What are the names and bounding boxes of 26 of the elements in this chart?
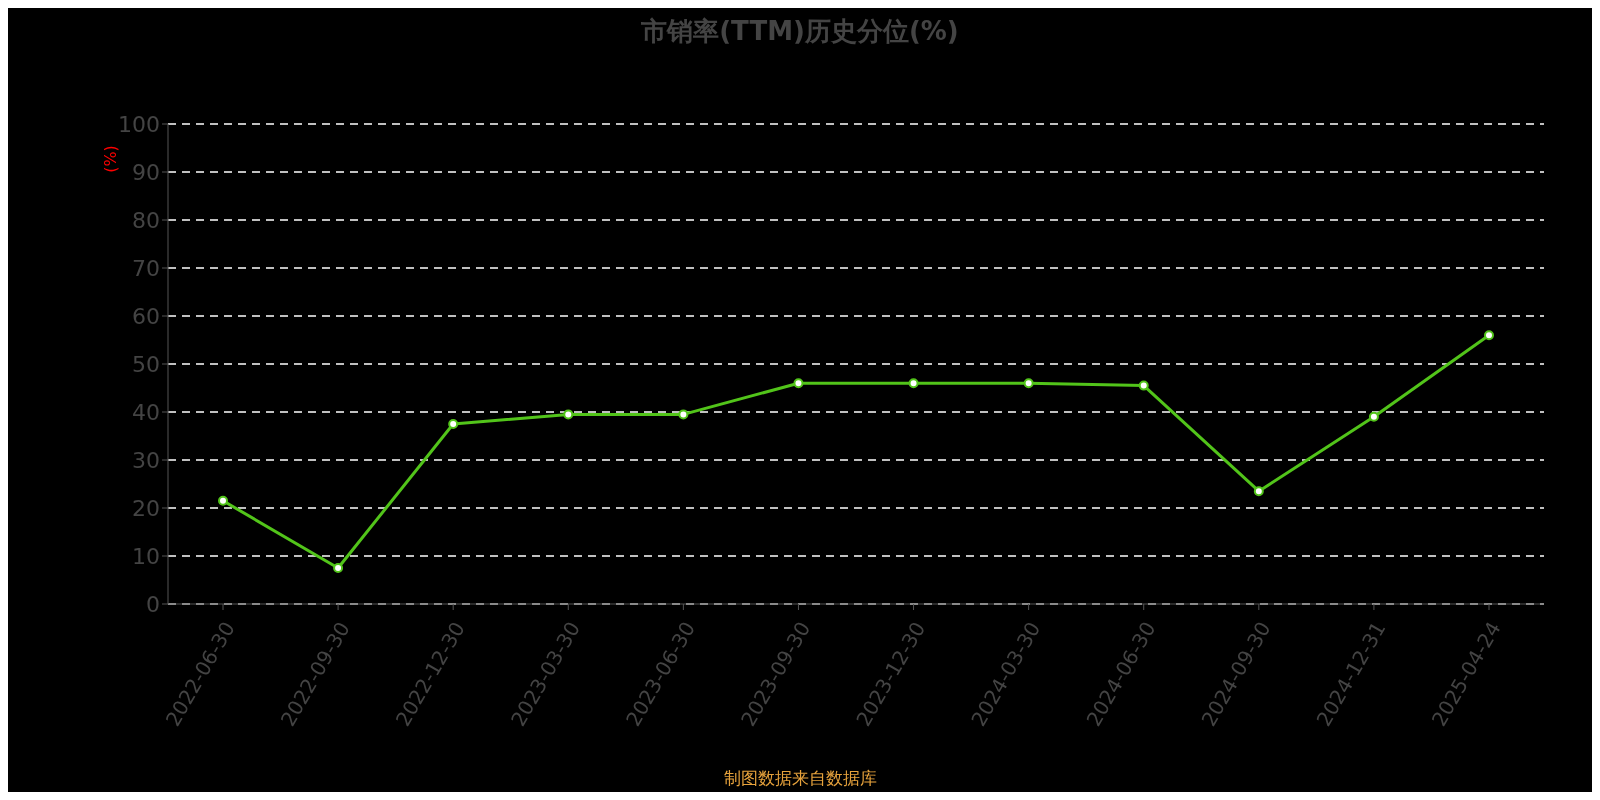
point <box>1368 411 1379 422</box>
point <box>218 495 228 506</box>
point <box>448 419 459 429</box>
y-axis-title: (%) <box>100 145 120 173</box>
point <box>1484 330 1494 341</box>
y-tick-label: 50 <box>132 351 160 377</box>
y-tick-label: 40 <box>132 399 160 425</box>
point <box>1253 486 1264 497</box>
y-tick-label: 100 <box>118 111 160 137</box>
y-tick-label: 60 <box>132 303 160 329</box>
y-tick-label: 0 <box>146 591 160 617</box>
point <box>793 378 804 389</box>
y-tick-label: 70 <box>132 255 160 281</box>
point <box>563 409 574 420</box>
point <box>1023 378 1034 389</box>
chart-title: 市销率(TTM)历史分位(%) <box>640 15 960 48</box>
y-tick-label: 20 <box>132 495 160 521</box>
y-tick-label: 30 <box>132 447 160 473</box>
point <box>908 378 919 389</box>
point <box>333 563 344 573</box>
point <box>1138 380 1149 391</box>
text: 制图数据来自数据库 <box>722 767 878 790</box>
y-tick-label: 80 <box>132 207 160 233</box>
y-tick-label: 90 <box>132 159 160 185</box>
point <box>678 409 689 420</box>
y-tick-label: 10 <box>132 543 160 569</box>
